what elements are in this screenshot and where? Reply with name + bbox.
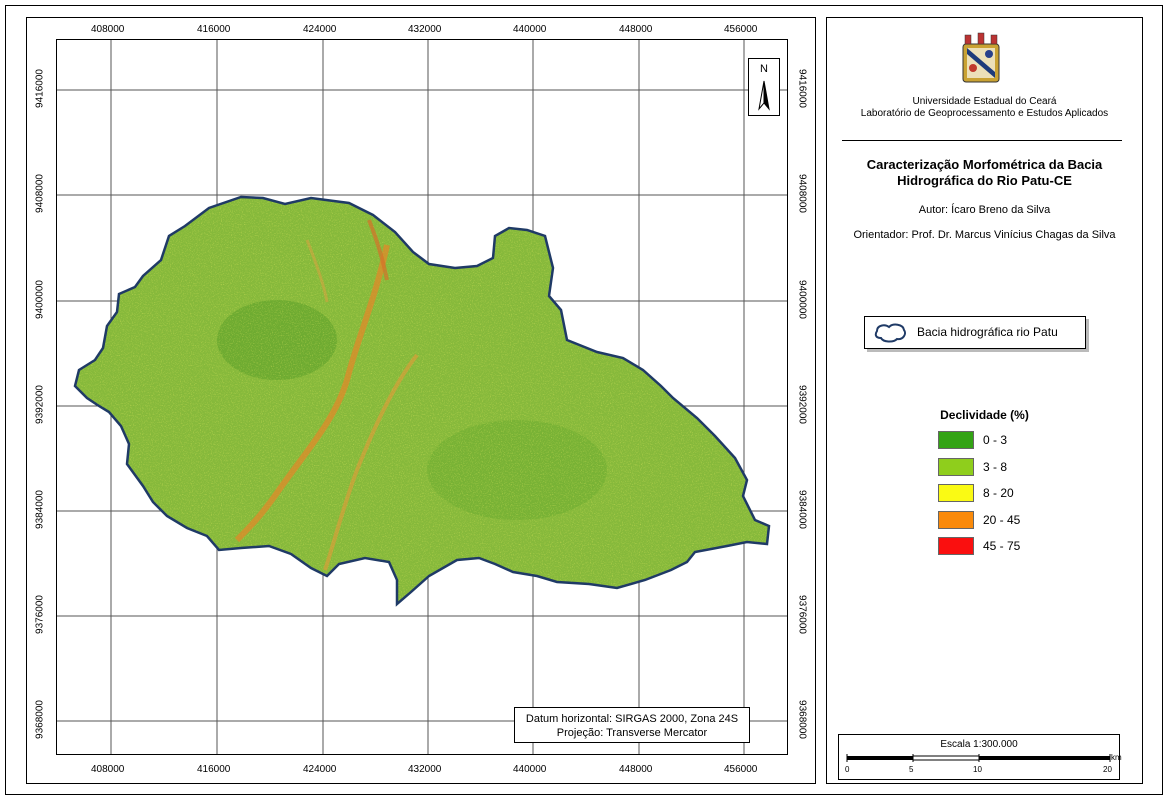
y-tick-label-left: 9416000 bbox=[34, 69, 46, 108]
scale-label: 0 bbox=[845, 765, 850, 774]
legend-swatch bbox=[938, 510, 974, 529]
map-canvas[interactable] bbox=[56, 39, 788, 755]
map-title: Caracterização Morfométrica da Bacia Hid… bbox=[826, 157, 1143, 189]
x-tick-label-top: 416000 bbox=[197, 24, 231, 35]
y-tick-label-left: 9408000 bbox=[34, 174, 46, 213]
y-tick-label-right: 9384000 bbox=[796, 490, 808, 529]
map-frame bbox=[26, 17, 816, 784]
x-tick-label-top: 456000 bbox=[724, 24, 758, 35]
outer-frame bbox=[5, 5, 1163, 795]
map-svg bbox=[57, 40, 787, 754]
y-tick-label-right: 9368000 bbox=[796, 700, 808, 739]
divider bbox=[842, 140, 1122, 141]
x-tick-label-bottom: 440000 bbox=[513, 764, 547, 775]
lab-name: Laboratório de Geoprocessamento e Estudo… bbox=[860, 108, 1109, 119]
legend-label: 20 - 45 bbox=[983, 512, 1021, 527]
x-tick-label-top: 424000 bbox=[303, 24, 337, 35]
x-tick-label-top: 440000 bbox=[513, 24, 547, 35]
legend-swatch bbox=[938, 431, 974, 449]
university-logo bbox=[962, 32, 1000, 83]
y-tick-label-left: 9400000 bbox=[34, 280, 46, 319]
legend-swatch bbox=[938, 537, 974, 555]
basin-outline-icon bbox=[874, 323, 907, 343]
north-label: N bbox=[760, 63, 768, 75]
legend-label: 0 - 3 bbox=[983, 433, 1008, 447]
y-tick-label-left: 9392000 bbox=[34, 385, 46, 424]
x-tick-label-bottom: 432000 bbox=[408, 764, 442, 775]
y-tick-label-left: 9368000 bbox=[34, 700, 46, 739]
basin-raster bbox=[75, 197, 769, 604]
title-line-2: Hidrográfica do Rio Patu-CE bbox=[897, 173, 1072, 188]
y-tick-label-right: 9376000 bbox=[796, 595, 808, 634]
scale-label: 20 bbox=[1103, 765, 1112, 774]
legend-swatch bbox=[938, 457, 974, 476]
scale-unit: km bbox=[1111, 753, 1122, 762]
north-arrow-icon bbox=[758, 80, 770, 111]
scale-label: 5 bbox=[909, 765, 914, 774]
x-tick-label-bottom: 408000 bbox=[91, 764, 125, 775]
advisor: Orientador: Prof. Dr. Marcus Vinícius Ch… bbox=[853, 229, 1116, 241]
y-tick-label-left: 9376000 bbox=[34, 595, 46, 634]
institution-name: Universidade Estadual do Ceará bbox=[912, 96, 1057, 107]
y-tick-label-right: 9408000 bbox=[796, 174, 808, 213]
y-tick-label-right: 9416000 bbox=[796, 69, 808, 108]
x-tick-label-bottom: 416000 bbox=[197, 764, 231, 775]
legend-title: Declividade (%) bbox=[940, 408, 1029, 422]
scale-bar: Escala 1:300.000 0 5 10 20 km bbox=[838, 734, 1122, 780]
x-tick-label-top: 448000 bbox=[619, 24, 653, 35]
y-tick-label-left: 9384000 bbox=[34, 490, 46, 529]
boundary-legend: Bacia hidrográfica rio Patu bbox=[864, 316, 1086, 349]
x-tick-label-top: 432000 bbox=[408, 24, 442, 35]
title-line-1: Caracterização Morfométrica da Bacia bbox=[866, 157, 1103, 172]
x-tick-label-bottom: 456000 bbox=[724, 764, 758, 775]
scale-title: Escala 1:300.000 bbox=[940, 739, 1018, 750]
datum-box: Datum horizontal: SIRGAS 2000, Zona 24S … bbox=[514, 707, 750, 743]
x-tick-label-bottom: 424000 bbox=[303, 764, 337, 775]
x-tick-label-top: 408000 bbox=[91, 24, 125, 35]
y-tick-label-right: 9392000 bbox=[796, 385, 808, 424]
legend-label: 45 - 75 bbox=[983, 539, 1021, 553]
scale-label: 10 bbox=[973, 765, 982, 774]
sidebar-frame bbox=[826, 17, 1143, 784]
legend-label: 3 - 8 bbox=[983, 459, 1008, 474]
boundary-label: Bacia hidrográfica rio Patu bbox=[917, 325, 1058, 339]
author: Autor: Ícaro Breno da Silva bbox=[918, 204, 1051, 216]
datum-line: Datum horizontal: SIRGAS 2000, Zona 24S bbox=[525, 713, 739, 725]
x-tick-label-bottom: 448000 bbox=[619, 764, 653, 775]
y-tick-label-right: 9400000 bbox=[796, 280, 808, 319]
scale-bar-graphic bbox=[846, 754, 1111, 762]
legend-swatch bbox=[938, 484, 974, 502]
projection-line: Projeção: Transverse Mercator bbox=[556, 727, 708, 739]
legend-label: 8 - 20 bbox=[983, 486, 1014, 500]
north-arrow: N bbox=[748, 58, 780, 116]
